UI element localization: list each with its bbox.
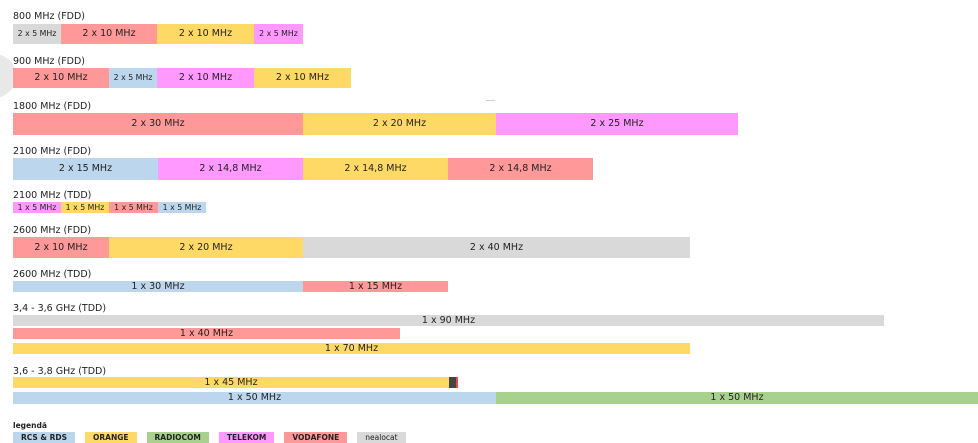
segment-2100-fdd-rcs: 2 x 15 MHz — [13, 158, 158, 180]
band-title-2600-tdd: 2600 MHz (TDD) — [13, 269, 92, 280]
segment-1800-fdd-telekom: 2 x 25 MHz — [496, 113, 738, 135]
segment-2600-fdd-vodafone: 2 x 10 MHz — [13, 237, 109, 258]
legend: RCS & RDS ORANGE RADIOCOM TELEKOM VODAFO… — [13, 432, 406, 443]
legend-item-vodafone: VODAFONE — [284, 432, 348, 443]
segment-2600-fdd-orange: 2 x 20 MHz — [109, 237, 303, 258]
segment-3400-tdd-vodafone: 1 x 40 MHz — [13, 328, 400, 339]
segment-2100-fdd-vodafone: 2 x 14,8 MHz — [448, 158, 593, 180]
band-title-3600-3800-tdd: 3,6 - 3,8 GHz (TDD) — [13, 366, 107, 377]
band-title-2100-tdd: 2100 MHz (TDD) — [13, 190, 92, 201]
legend-title: legendă — [13, 421, 47, 430]
segment-2100-fdd-orange: 2 x 14,8 MHz — [303, 158, 448, 180]
segment-3600-tdd-radiocom: 1 x 50 MHz — [496, 392, 978, 404]
segment-2100-fdd-telekom: 2 x 14,8 MHz — [158, 158, 303, 180]
segment-2100-tdd-vodafone: 1 x 5 MHz — [109, 202, 158, 213]
legend-item-rcs-rds: RCS & RDS — [13, 432, 75, 443]
segment-3400-tdd-nealocat: 1 x 90 MHz — [13, 315, 884, 326]
band-title-3400-3600-tdd: 3,4 - 3,6 GHz (TDD) — [13, 303, 107, 314]
segment-900-fdd-rcs: 2 x 5 MHz — [109, 68, 157, 88]
segment-2100-tdd-rcs: 1 x 5 MHz — [158, 202, 206, 213]
segment-3600-tdd-rcs: 1 x 50 MHz — [13, 392, 496, 404]
band-title-2600-fdd: 2600 MHz (FDD) — [13, 225, 92, 236]
segment-1800-fdd-orange: 2 x 20 MHz — [303, 113, 496, 135]
segment-800-fdd-telekom: 2 x 5 MHz — [254, 24, 303, 44]
segment-800-fdd-orange: 2 x 10 MHz — [157, 24, 254, 44]
segment-800-fdd-nealocat: 2 x 5 MHz — [13, 24, 61, 44]
segment-2100-tdd-orange: 1 x 5 MHz — [61, 202, 109, 213]
segment-2600-fdd-nealocat: 2 x 40 MHz — [303, 237, 690, 258]
segment-2600-tdd-rcs: 1 x 30 MHz — [13, 281, 303, 292]
segment-900-fdd-vodafone: 2 x 10 MHz — [13, 68, 109, 88]
legend-item-radiocom: RADIOCOM — [146, 432, 209, 443]
segment-900-fdd-orange: 2 x 10 MHz — [254, 68, 351, 88]
block-marker — [449, 377, 458, 388]
background-decoration — [0, 54, 16, 98]
legend-item-nealocat: nealocat — [357, 432, 406, 443]
band-title-900-fdd: 900 MHz (FDD) — [13, 56, 86, 67]
band-title-800-fdd: 800 MHz (FDD) — [13, 11, 86, 22]
legend-item-orange: ORANGE — [85, 432, 137, 443]
segment-900-fdd-telekom: 2 x 10 MHz — [157, 68, 254, 88]
segment-2100-tdd-telekom: 1 x 5 MHz — [13, 202, 61, 213]
segment-3600-tdd-orange: 1 x 45 MHz — [13, 377, 449, 388]
divider-mark — [486, 100, 495, 101]
band-title-1800-fdd: 1800 MHz (FDD) — [13, 101, 92, 112]
legend-item-telekom: TELEKOM — [218, 432, 275, 443]
segment-2600-tdd-vodafone: 1 x 15 MHz — [303, 281, 448, 292]
segment-3400-tdd-orange: 1 x 70 MHz — [13, 343, 690, 354]
segment-1800-fdd-vodafone: 2 x 30 MHz — [13, 113, 303, 135]
segment-800-fdd-vodafone: 2 x 10 MHz — [61, 24, 157, 44]
band-title-2100-fdd: 2100 MHz (FDD) — [13, 146, 92, 157]
